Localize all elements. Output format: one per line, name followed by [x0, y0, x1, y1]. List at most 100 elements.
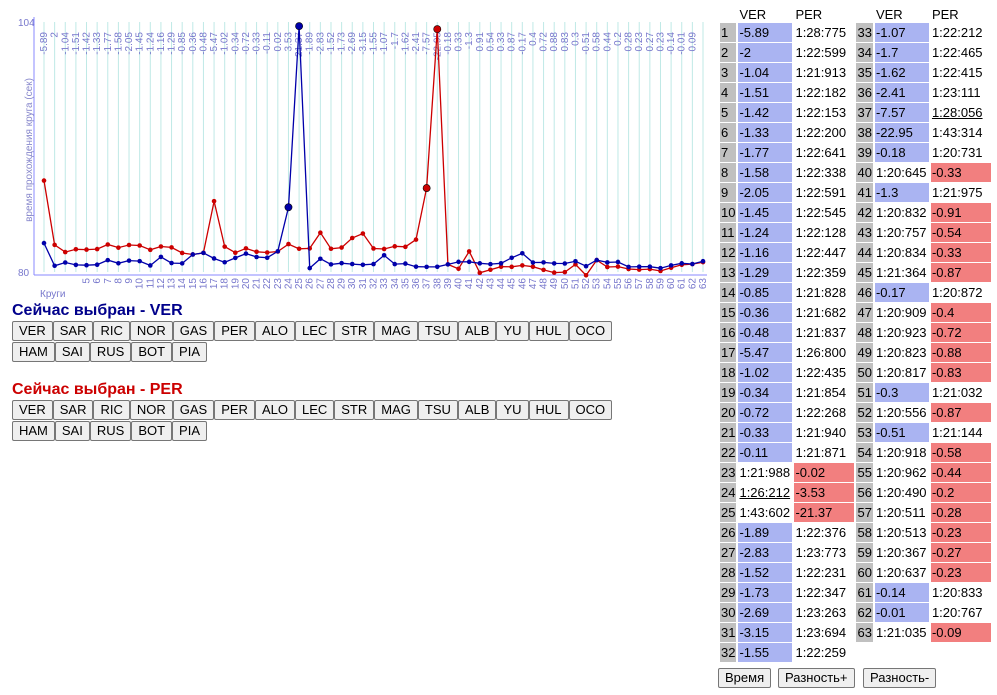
per-driver-button-sar[interactable]: SAR: [52, 400, 94, 420]
x-tick-label: 46: [517, 278, 528, 290]
ver-driver-button-per[interactable]: PER: [214, 321, 255, 341]
data-point-ver: [275, 248, 281, 254]
per-driver-button-bot[interactable]: BOT: [131, 421, 173, 441]
data-point-per: [371, 246, 376, 251]
lap-number: 31: [720, 623, 737, 642]
lap-number: 6: [720, 123, 737, 142]
table-row: 7 -1.77 1:22:641 39 -0.18 1:20:731: [720, 143, 991, 162]
ver-lap-cell: -22.95: [874, 123, 929, 142]
gap-label: -2.83: [315, 32, 326, 55]
time-mode-button[interactable]: Время: [718, 668, 772, 688]
x-tick-label: 25: [294, 278, 305, 290]
per-col-header: PER: [931, 6, 959, 22]
per-driver-button-pia[interactable]: PIA: [172, 421, 208, 441]
per-driver-button-ver[interactable]: VER: [12, 400, 53, 420]
per-driver-button-ric[interactable]: RIC: [93, 400, 130, 420]
lap-number: 14: [720, 283, 737, 302]
gap-label: 0.2: [613, 32, 624, 46]
ver-driver-button-ric[interactable]: RIC: [93, 321, 130, 341]
ver-driver-button-alo[interactable]: ALO: [254, 321, 295, 341]
lap-number: 29: [720, 583, 737, 602]
x-tick-label: 11: [145, 278, 156, 289]
ver-driver-button-mag[interactable]: MAG: [374, 321, 418, 341]
gap-label: -0.14: [666, 32, 677, 55]
ver-lap-cell: 1:20:918: [875, 445, 927, 460]
per-lap-cell: 1:21:144: [931, 425, 983, 440]
diff-minus-button[interactable]: Разность-: [863, 668, 937, 688]
gap-label: 0.54: [485, 32, 496, 52]
ver-driver-button-oco[interactable]: OCO: [568, 321, 613, 341]
x-tick-label: 52: [581, 278, 592, 290]
per-driver-button-sai[interactable]: SAI: [54, 421, 90, 441]
per-driver-button-oco[interactable]: OCO: [568, 400, 613, 420]
ver-driver-button-ham[interactable]: HAM: [12, 342, 55, 362]
per-lap-cell: 1:20:872: [931, 285, 983, 300]
per-lap-cell: 1:22:465: [931, 45, 983, 60]
per-driver-button-yu[interactable]: YU: [496, 400, 529, 420]
ver-lap-cell: -1.24: [738, 223, 793, 242]
gap-label: 0.23: [655, 32, 666, 52]
ver-driver-button-sar[interactable]: SAR: [52, 321, 94, 341]
ver-driver-button-yu[interactable]: YU: [496, 321, 529, 341]
per-driver-button-gas[interactable]: GAS: [172, 400, 215, 420]
gap-label: 0.33: [496, 32, 507, 52]
per-driver-button-lec[interactable]: LEC: [294, 400, 335, 420]
lap-number: 62: [856, 603, 873, 622]
gap-label: 0.28: [624, 32, 635, 52]
ver-driver-button-str[interactable]: STR: [334, 321, 375, 341]
per-driver-button-tsu[interactable]: TSU: [417, 400, 458, 420]
data-point-per: [307, 246, 313, 251]
ver-driver-button-lec[interactable]: LEC: [294, 321, 335, 341]
lap-number: 3: [720, 63, 737, 82]
ver-driver-button-bot[interactable]: BOT: [131, 342, 173, 362]
table-row: 11 -1.24 1:22:128 43 1:20:757 -0.54: [720, 223, 991, 242]
per-driver-button-rus[interactable]: RUS: [89, 421, 132, 441]
data-point-ver: [477, 261, 483, 266]
lap-number: 18: [720, 363, 737, 382]
data-point-ver: [264, 255, 270, 261]
ver-lap-cell: -0.51: [874, 423, 929, 442]
ver-lap-cell: -1.55: [738, 643, 793, 662]
ver-lap-cell: -5.47: [738, 343, 793, 362]
data-point-ver: [147, 263, 153, 268]
x-tick-label: 6: [92, 278, 103, 284]
ver-driver-button-tsu[interactable]: TSU: [417, 321, 458, 341]
per-lap-cell: 1:21:682: [795, 305, 847, 320]
ver-driver-button-rus[interactable]: RUS: [89, 342, 132, 362]
gap-label: -1.42: [82, 32, 93, 55]
per-driver-button-per[interactable]: PER: [214, 400, 255, 420]
lap-col-header: [720, 6, 736, 22]
ver-lap-cell: -1.42: [738, 103, 793, 122]
per-driver-button-alb[interactable]: ALB: [457, 400, 497, 420]
per-lap-cell: -0.91: [930, 203, 991, 222]
lap-number: 16: [720, 323, 737, 342]
data-point-ver: [498, 261, 504, 266]
ver-lap-cell: -0.18: [874, 143, 929, 162]
per-driver-button-mag[interactable]: MAG: [374, 400, 418, 420]
gap-label: -0.01: [677, 32, 688, 55]
per-driver-button-ham[interactable]: HAM: [12, 421, 55, 441]
table-row: 28 -1.52 1:22:231 60 1:20:637 -0.23: [720, 563, 991, 582]
per-lap-cell: 1:22:435: [795, 365, 847, 380]
per-driver-button-alo[interactable]: ALO: [254, 400, 295, 420]
gap-label: -1.3: [464, 32, 475, 50]
data-point-per: [318, 230, 323, 235]
ver-driver-button-gas[interactable]: GAS: [172, 321, 215, 341]
ver-driver-button-hul[interactable]: HUL: [528, 321, 569, 341]
gap-label: 0.58: [592, 32, 603, 52]
per-lap-cell: 1:23:694: [795, 625, 847, 640]
per-driver-button-hul[interactable]: HUL: [528, 400, 569, 420]
ver-driver-button-pia[interactable]: PIA: [172, 342, 208, 362]
ver-driver-button-ver[interactable]: VER: [12, 321, 53, 341]
driver-buttons-ver: VER SAR RIC NOR GAS PER ALO LEC STR MAG TSU ALB YU HU…: [12, 321, 662, 363]
ver-driver-button-sai[interactable]: SAI: [54, 342, 90, 362]
ver-driver-button-alb[interactable]: ALB: [457, 321, 497, 341]
per-driver-button-str[interactable]: STR: [334, 400, 375, 420]
per-driver-button-nor[interactable]: NOR: [129, 400, 173, 420]
ver-driver-button-nor[interactable]: NOR: [129, 321, 173, 341]
diff-plus-button[interactable]: Разность+: [778, 668, 855, 688]
gap-label: -1.58: [113, 32, 124, 55]
x-tick-label: 45: [507, 278, 518, 290]
data-point-ver: [541, 260, 546, 265]
gap-label: -5.47: [209, 32, 220, 55]
